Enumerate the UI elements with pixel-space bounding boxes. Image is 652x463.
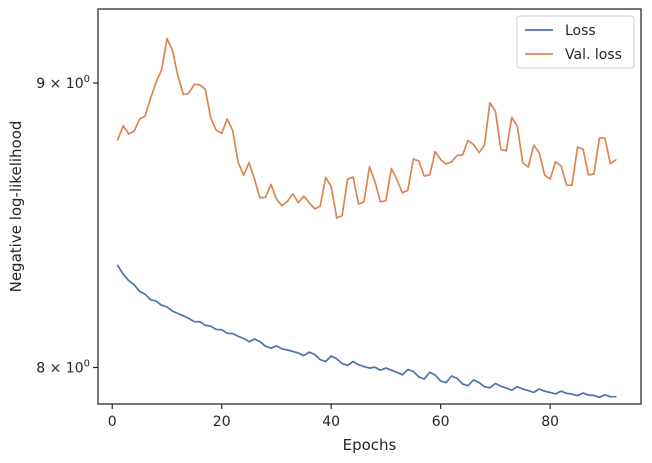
x-tick-label: 80 (541, 414, 559, 430)
x-axis-label: Epochs (343, 436, 397, 454)
x-tick-label: 20 (213, 414, 231, 430)
legend: Loss Val. loss (516, 15, 635, 69)
x-axis-ticks: 0 20 40 60 80 (108, 404, 559, 430)
x-tick-label: 0 (108, 414, 117, 430)
y-axis-label: Negative log-likelihood (7, 121, 25, 293)
plot-frame (97, 8, 642, 405)
plot-lines (116, 37, 617, 399)
y-tick-label: 9 × 100 (36, 74, 90, 92)
legend-label: Loss (565, 23, 596, 39)
y-axis-ticks: 8 × 100 9 × 100 (36, 74, 98, 376)
x-tick-label: 40 (322, 414, 340, 430)
series-line-1 (116, 264, 617, 399)
legend-box (516, 15, 635, 69)
series-line-2 (116, 37, 617, 219)
legend-label: Val. loss (565, 47, 622, 63)
y-tick-label: 8 × 100 (36, 358, 90, 376)
x-tick-label: 60 (432, 414, 450, 430)
